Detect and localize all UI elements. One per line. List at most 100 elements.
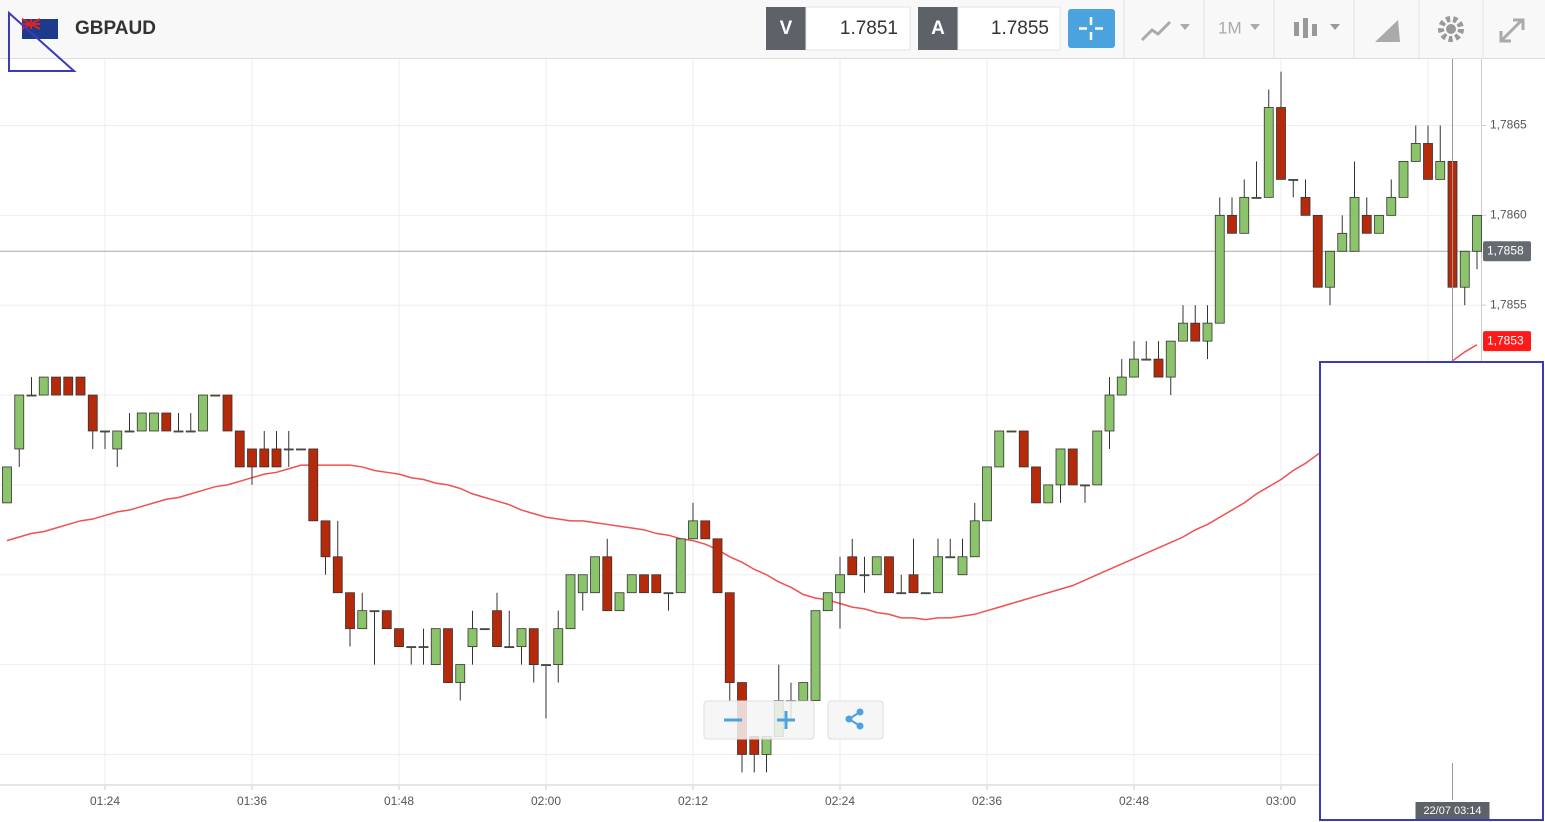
overlay: 1,7858 1,7853 22/07 03:14: [1319, 59, 1544, 821]
candle-body: [308, 448, 319, 522]
candle-body: [1104, 394, 1115, 432]
corner-marker: [8, 10, 77, 72]
candle-body: [626, 574, 637, 594]
separators: [1123, 0, 1484, 58]
candle-body: [835, 574, 845, 594]
candle-body: [492, 610, 502, 648]
candle-body: [455, 664, 466, 683]
x-tick-label: 02:36: [972, 794, 1002, 808]
sell-price[interactable]: 1.7851: [840, 18, 898, 39]
plot-area: 1,7865 1,7860 1,7855 01:24 01:36 01:48 02:00 02…: [0, 59, 1527, 808]
inset-box: [1319, 361, 1544, 821]
candle-body: [1312, 214, 1323, 288]
chart-type-icon[interactable]: [1140, 20, 1172, 42]
candle-body: [173, 430, 184, 433]
candle-body: [1153, 358, 1164, 378]
candle-body: [700, 520, 711, 540]
ma-last-label-box: [1483, 331, 1531, 352]
icon-part: [1312, 24, 1317, 36]
crosshair-button[interactable]: [1068, 9, 1115, 48]
candle-body: [565, 574, 576, 630]
buy-price[interactable]: 1.7855: [991, 18, 1049, 39]
candle-body: [381, 610, 392, 630]
y-tick-label: 1,7860: [1490, 208, 1527, 222]
candle-body: [1116, 376, 1127, 396]
candle-body: [1459, 250, 1470, 288]
candle-body: [75, 376, 86, 396]
candle-body: [345, 592, 355, 630]
candle-body: [430, 628, 441, 665]
sell-label[interactable]: V: [780, 18, 793, 39]
buy-label[interactable]: A: [931, 18, 945, 39]
share-icon-dot: [856, 722, 864, 730]
candle-body: [87, 394, 98, 432]
candle-body: [1214, 214, 1225, 324]
candle-body: [1361, 214, 1372, 234]
candle-body: [896, 592, 907, 595]
candle-body: [1055, 448, 1066, 486]
candle-body: [1031, 466, 1041, 504]
candle-body: [1386, 196, 1397, 216]
candle-body: [124, 430, 135, 433]
candle-body: [798, 682, 809, 701]
draw-icon[interactable]: [1375, 20, 1400, 42]
candle-body: [161, 412, 172, 432]
candle-body: [185, 430, 196, 433]
zoom-controls: [703, 700, 884, 740]
candle-body: [247, 448, 257, 468]
sell-box[interactable]: [805, 6, 911, 51]
candle-body: [63, 376, 74, 396]
candle-icon[interactable]: [1294, 18, 1340, 38]
candle-body: [296, 448, 306, 451]
candle-body: [1349, 196, 1360, 252]
y-tick-label: 1,7855: [1490, 297, 1527, 311]
candle-body: [651, 574, 662, 594]
flag-cross: [21, 18, 41, 30]
candle-body: [100, 430, 110, 433]
icon-part: [1303, 18, 1308, 38]
candle-body: [945, 556, 956, 559]
buy-button[interactable]: [918, 7, 958, 50]
settings-icon-core: [1446, 24, 1456, 34]
candle-body: [1288, 179, 1299, 181]
settings-icon[interactable]: [1438, 16, 1464, 42]
candle-body: [394, 628, 404, 648]
symbol: GBPAUD: [75, 18, 156, 39]
candle-body: [2, 466, 12, 504]
candle-body: [639, 574, 649, 594]
buy-box[interactable]: [957, 6, 1061, 51]
timeframe[interactable]: 1M: [1218, 18, 1242, 37]
candle-body: [222, 394, 233, 432]
dropdown-arrow[interactable]: [1180, 24, 1190, 30]
candle-body: [1092, 430, 1103, 486]
candle-body: [541, 664, 551, 666]
candle-body: [1374, 214, 1384, 234]
candle-body: [663, 592, 674, 595]
candle-body: [357, 610, 368, 630]
x-tick-label: 03:00: [1266, 794, 1296, 808]
fullscreen-icon[interactable]: [1499, 18, 1525, 43]
dropdown-arrow[interactable]: [1250, 24, 1260, 30]
x-tick-label: 01:36: [237, 794, 267, 808]
candle-body: [1067, 448, 1078, 486]
candle-body: [136, 412, 147, 432]
last-price-label: 1,7858: [1487, 243, 1524, 257]
x-tick-label: 01:24: [90, 794, 120, 808]
moving-average: [6, 344, 1478, 621]
candle-body: [418, 646, 429, 649]
candle-body: [234, 430, 245, 468]
candle-body: [1190, 322, 1201, 342]
candle-body: [688, 520, 698, 540]
candle-body: [1227, 214, 1237, 234]
sell-button[interactable]: [766, 7, 806, 50]
candle-body: [994, 430, 1005, 468]
icon-part: [1294, 22, 1299, 36]
candle-body: [1435, 161, 1446, 180]
candle-body: [1472, 214, 1482, 252]
zoom-in[interactable]: [777, 711, 795, 729]
crosshair-icon: [1079, 17, 1103, 40]
candle-body: [516, 628, 527, 648]
candle-body: [332, 556, 343, 594]
flag: [21, 18, 58, 39]
candle-body: [1043, 484, 1054, 504]
